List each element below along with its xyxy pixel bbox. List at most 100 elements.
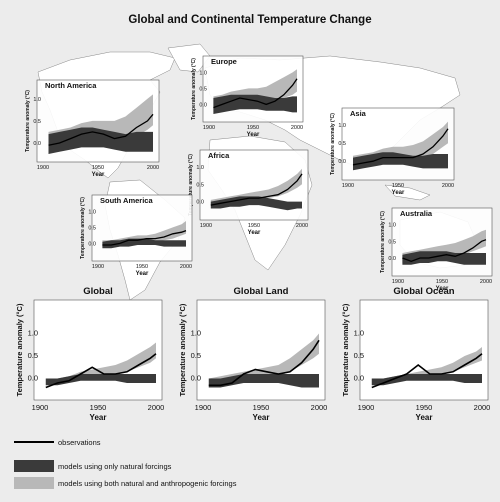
australia-panel: Australia 0.0 0.5 1.0 1900 1950 2000 Year Temper… bbox=[380, 207, 493, 292]
legend-observations-label: observations bbox=[58, 438, 101, 447]
europe-xlabel: Year bbox=[247, 132, 260, 138]
global-land-xtick: 1950 bbox=[253, 403, 270, 412]
global-ocean-xtick: 1950 bbox=[416, 403, 433, 412]
global-land-observations-line bbox=[208, 339, 320, 387]
australia-xlabel: Year bbox=[436, 286, 449, 292]
africa-natural-band bbox=[210, 196, 302, 211]
global-land-ytick: 1.0 bbox=[191, 329, 201, 338]
legend-both-swatch bbox=[14, 477, 54, 489]
global-ytick: 0.0 bbox=[28, 374, 38, 383]
global-panel: Global 0.0 0.5 1.0 1900 1950 2000 Year Temperatu… bbox=[15, 286, 164, 422]
australia-xtick: 1950 bbox=[436, 279, 448, 285]
asia-xlabel: Year bbox=[392, 190, 405, 196]
asia-xtick: 1900 bbox=[342, 183, 354, 189]
legend-both-label: models using both natural and anthropoge… bbox=[58, 479, 237, 488]
asia-ytick: 0.5 bbox=[338, 141, 346, 147]
north-america-title: North America bbox=[45, 81, 97, 90]
australia-title: Australia bbox=[400, 209, 433, 218]
europe-title: Europe bbox=[211, 57, 237, 66]
south-america-panel: South America 0.0 0.5 1.0 1900 1950 2000 Year Te… bbox=[80, 194, 193, 277]
australia-observations-line bbox=[402, 239, 487, 262]
global-land-natural-band bbox=[208, 374, 319, 388]
asia-observations-line bbox=[352, 128, 449, 166]
africa-title: Africa bbox=[208, 151, 230, 160]
legend-natural-label: models using only natural forcings bbox=[58, 462, 172, 471]
south-america-ytick: 0.5 bbox=[88, 225, 96, 231]
europe-panel: Europe 0.0 0.5 1.0 1900 1950 2000 Year Temperatu… bbox=[191, 55, 304, 138]
north-america-ytick: 1.0 bbox=[33, 97, 41, 103]
australia-ylabel: Temperature anomaly (°C) bbox=[380, 211, 386, 273]
asia-ytick: 1.0 bbox=[338, 123, 346, 129]
north-america-ytick: 0.5 bbox=[33, 119, 41, 125]
global-xlabel: Year bbox=[90, 413, 107, 422]
europe-ylabel: Temperature anomaly (°C) bbox=[191, 58, 197, 120]
australia-ytick: 1.0 bbox=[388, 223, 396, 229]
global-ocean-ytick: 1.0 bbox=[354, 329, 364, 338]
australia-xtick: 1900 bbox=[392, 279, 404, 285]
legend-natural-swatch bbox=[14, 460, 54, 472]
global-land-panel: Global Land 0.0 0.5 1.0 1900 1950 2000 Year Temp… bbox=[178, 286, 327, 422]
global-ocean-ylabel: Temperature anomaly (°C) bbox=[341, 303, 350, 396]
global-ocean-xlabel: Year bbox=[416, 413, 433, 422]
global-land-xtick: 2000 bbox=[311, 403, 328, 412]
africa-xtick: 1950 bbox=[248, 223, 260, 229]
global-xtick: 1900 bbox=[32, 403, 49, 412]
europe-xtick: 2000 bbox=[291, 125, 303, 131]
global-ylabel: Temperature anomaly (°C) bbox=[15, 303, 24, 396]
global-xtick: 2000 bbox=[148, 403, 165, 412]
australia-natural-band bbox=[402, 251, 486, 265]
south-america-xtick: 1900 bbox=[92, 264, 104, 270]
africa-panel: Africa 0.0 0.5 1.0 1900 1950 2000 Year Temperatu… bbox=[188, 149, 309, 236]
south-america-natural-band bbox=[102, 238, 186, 249]
global-ocean-ytick: 0.0 bbox=[354, 374, 364, 383]
africa-ytick: 1.0 bbox=[196, 165, 204, 171]
global-observations-line bbox=[45, 353, 157, 389]
south-america-title: South America bbox=[100, 196, 153, 205]
global-ocean-xtick: 2000 bbox=[474, 403, 491, 412]
north-america-ylabel: Temperature anomaly (°C) bbox=[25, 90, 31, 152]
asia-xtick: 2000 bbox=[442, 183, 454, 189]
global-ocean-title: Global Ocean bbox=[393, 286, 454, 297]
south-america-ytick: 1.0 bbox=[88, 209, 96, 215]
europe-xtick: 1900 bbox=[203, 125, 215, 131]
south-america-xtick: 2000 bbox=[180, 264, 192, 270]
south-america-ytick: 0.0 bbox=[88, 241, 96, 247]
global-land-xtick: 1900 bbox=[195, 403, 212, 412]
asia-panel: Asia 0.0 0.5 1.0 1900 1950 2000 Year Temperature… bbox=[330, 107, 455, 196]
legend: observations models using only natural f… bbox=[14, 438, 237, 489]
asia-title: Asia bbox=[350, 109, 367, 118]
north-america-panel: North America 0.0 0.5 1.0 1900 1950 2000 Year Te… bbox=[25, 79, 160, 178]
north-america-xtick: 1900 bbox=[37, 165, 49, 171]
africa-observations-line bbox=[210, 173, 303, 206]
north-america-ytick: 0.0 bbox=[33, 141, 41, 147]
figure-title: Global and Continental Temperature Chang… bbox=[128, 14, 372, 26]
australia-xtick: 2000 bbox=[480, 279, 492, 285]
global-ocean-ytick: 0.5 bbox=[354, 351, 364, 360]
africa-ytick: 0.0 bbox=[196, 200, 204, 206]
africa-both-band bbox=[210, 168, 302, 206]
asia-ylabel: Temperature anomaly (°C) bbox=[330, 113, 336, 175]
global-ocean-panel: Global Ocean 0.0 0.5 1.0 1900 1950 2000 Year Tem… bbox=[341, 286, 490, 422]
australia-ytick: 0.0 bbox=[388, 256, 396, 262]
asia-natural-band bbox=[353, 152, 448, 171]
global-land-ytick: 0.0 bbox=[191, 374, 201, 383]
asia-ytick: 0.0 bbox=[338, 159, 346, 165]
africa-xlabel: Year bbox=[248, 230, 261, 236]
europe-ytick: 0.5 bbox=[199, 86, 207, 92]
europe-observations-line bbox=[213, 78, 298, 109]
north-america-xtick: 2000 bbox=[147, 165, 159, 171]
global-land-xlabel: Year bbox=[253, 413, 270, 422]
global-land-ytick: 0.5 bbox=[191, 351, 201, 360]
south-america-xtick: 1950 bbox=[136, 264, 148, 270]
asia-xtick: 1950 bbox=[392, 183, 404, 189]
north-america-xlabel: Year bbox=[92, 172, 105, 178]
europe-ytick: 1.0 bbox=[199, 70, 207, 76]
north-america-xtick: 1950 bbox=[92, 165, 104, 171]
global-natural-band bbox=[45, 374, 156, 386]
south-america-ylabel: Temperature anomaly (°C) bbox=[80, 197, 86, 259]
global-ocean-xtick: 1900 bbox=[358, 403, 375, 412]
south-america-xlabel: Year bbox=[136, 271, 149, 277]
africa-ytick: 0.5 bbox=[196, 182, 204, 188]
africa-ylabel: Temperature anomaly (°C) bbox=[188, 154, 194, 216]
